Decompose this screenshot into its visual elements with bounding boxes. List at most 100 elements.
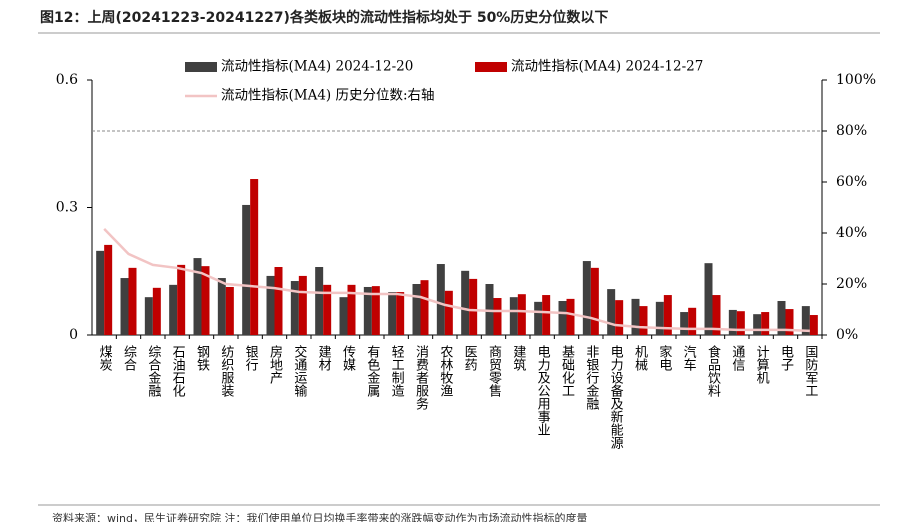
bar <box>688 307 697 335</box>
line <box>103 228 810 333</box>
x-tick-label: 综合金融 <box>145 345 161 397</box>
bar <box>590 267 599 335</box>
y-tick-label: 0 <box>69 327 78 343</box>
bar <box>250 179 259 335</box>
bar <box>396 292 405 335</box>
bar <box>144 297 153 335</box>
bar <box>485 284 494 335</box>
bar <box>347 284 356 335</box>
x-tick-label: 综合 <box>121 345 137 371</box>
y2-tick-label: 100% <box>836 72 876 88</box>
bar <box>639 306 648 335</box>
bar <box>809 315 818 335</box>
legend-label: 流动性指标(MA4) 历史分位数:右轴 <box>221 88 435 104</box>
x-tick-label: 医药 <box>462 345 478 371</box>
y2-tick-label: 60% <box>836 174 867 190</box>
x-tick-label: 电力设备及新能源 <box>608 345 624 449</box>
bar <box>736 311 745 335</box>
bar <box>777 301 786 335</box>
bar <box>615 300 624 335</box>
bar <box>298 275 307 335</box>
bar <box>201 266 210 335</box>
x-tick-label: 建筑 <box>510 345 526 372</box>
legend-swatch <box>185 62 217 72</box>
x-tick-label: 电子 <box>778 345 794 371</box>
bar <box>655 301 664 335</box>
legend-swatch <box>475 62 507 72</box>
bar <box>517 294 526 335</box>
bar <box>128 267 137 335</box>
bar <box>509 297 518 335</box>
bar <box>704 263 713 335</box>
bar <box>120 278 129 335</box>
bar <box>274 267 283 335</box>
x-tick-label: 家电 <box>656 344 672 371</box>
x-tick-label: 国防军工 <box>802 345 818 397</box>
x-tick-label: 交通运输 <box>291 344 307 397</box>
y2-tick-label: 0% <box>836 327 858 343</box>
bar <box>323 284 332 335</box>
x-tick-label: 农林牧渔 <box>437 345 453 397</box>
bar <box>436 264 445 335</box>
legend-label: 流动性指标(MA4) 2024-12-20 <box>221 59 413 75</box>
bar <box>290 281 299 335</box>
x-tick-label: 食品饮料 <box>705 344 721 397</box>
bar <box>534 301 543 335</box>
bar <box>461 270 470 335</box>
bar <box>315 267 324 335</box>
x-tick-label: 通信 <box>729 345 745 371</box>
x-tick-label: 银行 <box>243 345 259 372</box>
bar <box>680 312 689 335</box>
y2-tick-label: 20% <box>836 276 867 292</box>
bar <box>152 287 161 335</box>
x-tick-label: 煤炭 <box>97 345 113 372</box>
bar <box>104 244 113 335</box>
bar <box>420 280 429 335</box>
bar <box>761 312 770 335</box>
x-tick-label: 轻工制造 <box>389 345 405 398</box>
y-tick-label: 0.3 <box>56 200 78 216</box>
x-tick-label: 有色金属 <box>364 345 380 398</box>
legend-label: 流动性指标(MA4) 2024-12-27 <box>511 59 703 75</box>
bar <box>225 286 234 335</box>
y2-tick-label: 80% <box>836 123 867 139</box>
x-tick-label: 建材 <box>316 345 332 371</box>
bar <box>607 289 616 335</box>
bar <box>631 298 640 335</box>
bar <box>712 295 721 335</box>
bar <box>242 204 251 335</box>
bar <box>663 295 672 335</box>
bar <box>582 261 591 335</box>
x-tick-label: 传媒 <box>340 345 356 371</box>
bar <box>96 250 105 335</box>
x-tick-label: 汽车 <box>681 345 697 371</box>
bar <box>363 286 372 335</box>
bar <box>469 278 478 335</box>
bar <box>266 275 275 335</box>
x-tick-label: 房地产 <box>267 344 283 385</box>
bar <box>217 278 226 335</box>
bar <box>728 309 737 335</box>
bar <box>444 290 453 335</box>
bar <box>558 301 567 335</box>
chart-title: 图12：上周(20241223-20241227)各类板块的流动性指标均处于 5… <box>40 9 608 26</box>
bar <box>566 298 575 335</box>
bar <box>801 306 810 335</box>
bar <box>339 297 348 335</box>
bar <box>177 264 186 335</box>
x-tick-label: 石油石化 <box>170 345 186 398</box>
y-tick-label: 0.6 <box>56 72 78 88</box>
x-tick-label: 计算机 <box>754 345 770 385</box>
x-tick-label: 钢铁 <box>194 345 210 371</box>
x-tick-label: 基础化工 <box>559 345 575 397</box>
bar <box>193 258 202 335</box>
x-tick-label: 商贸零售 <box>486 345 502 397</box>
y2-tick-label: 40% <box>836 225 867 241</box>
bar <box>371 286 380 335</box>
bar <box>388 292 397 335</box>
bar <box>753 314 762 335</box>
bar <box>169 284 178 335</box>
bar <box>785 309 794 335</box>
x-tick-label: 电力及公用事业 <box>535 345 551 436</box>
